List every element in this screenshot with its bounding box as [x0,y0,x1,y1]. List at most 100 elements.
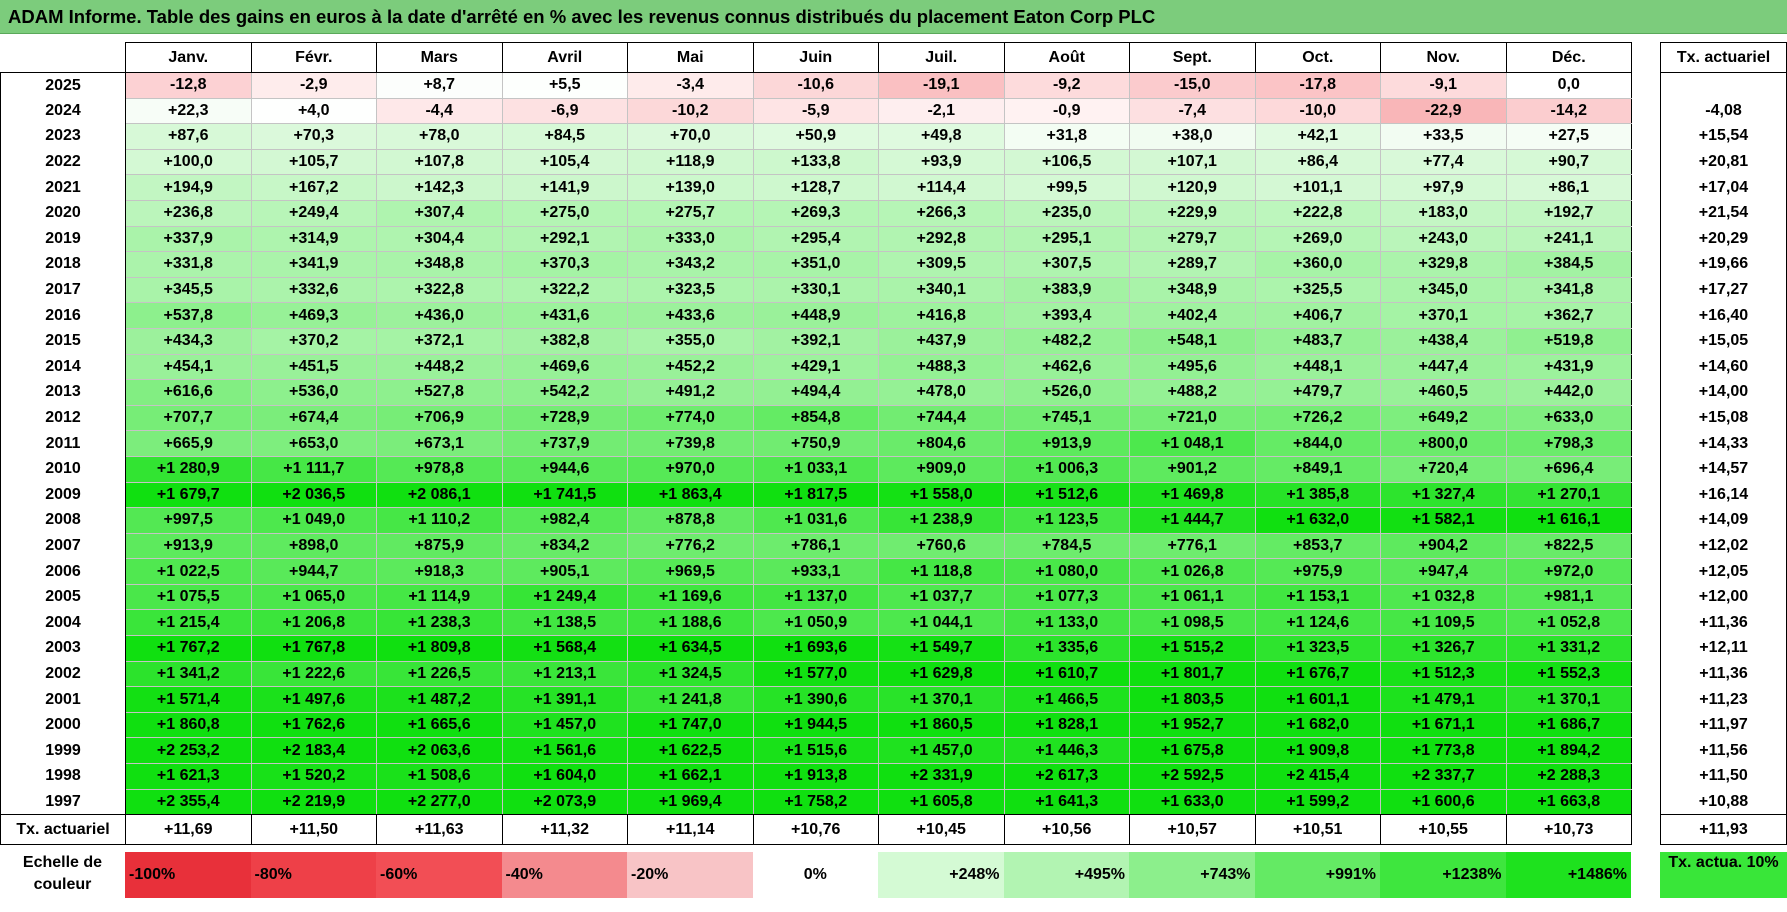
gain-cell: +1 629,8 [878,660,1005,688]
gain-cell: +1 634,5 [627,635,754,662]
gain-cell: +933,1 [752,558,879,585]
month-header: Mars [376,42,503,73]
gain-cell: +978,8 [376,455,503,483]
tx-actuariel-cell: +15,54 [1660,123,1787,150]
year-row: 2000 +1 860,8 +1 762,6 +1 665,6 +1 457,0 +1 7… [0,711,1632,739]
footer-label: Tx. actuariel [0,814,126,846]
gain-cell: -6,9 [501,97,628,125]
gain-cell: +241,1 [1505,225,1632,253]
gain-cell: -12,8 [125,72,252,99]
gain-cell: +1 238,9 [878,507,1005,534]
tx-actuariel-cell: +16,14 [1660,482,1787,508]
gain-cell: -19,1 [878,72,1005,99]
gain-cell: +653,0 [250,430,377,457]
footer-row: Tx. actuariel +11,69 +11,50 +11,63 +11,32 +11… [0,814,1632,846]
gain-cell: +2 036,5 [250,481,377,509]
gain-cell: +975,9 [1254,558,1381,585]
year-label: 1999 [0,737,126,764]
gain-cell: +1 801,7 [1129,660,1256,688]
gain-cell: +452,2 [627,353,754,381]
gain-cell: +351,0 [752,251,879,278]
gain-cell: +269,0 [1254,225,1381,253]
gain-cell: +393,4 [1003,302,1130,329]
gain-cell: +295,1 [1003,225,1130,253]
gain-cell: +1 686,7 [1505,711,1632,739]
gain-cell: +1 944,5 [752,711,879,739]
gain-cell: +382,8 [501,327,628,355]
gain-cell: +330,1 [752,276,879,304]
gain-cell: +77,4 [1380,148,1507,176]
tx-actuariel-cell: +14,00 [1660,379,1787,406]
gain-cell: +1 520,2 [250,763,377,790]
gain-cell: +1 111,7 [250,455,377,483]
year-label: 2018 [0,251,126,278]
gain-cell: -7,4 [1129,97,1256,125]
gain-cell: +1 860,8 [125,711,252,739]
gain-cell: +1 679,7 [125,481,252,509]
gain-cell: +918,3 [376,558,503,585]
gain-cell: +1 124,6 [1254,609,1381,637]
gain-cell: +944,6 [501,455,628,483]
gain-cell: +981,1 [1505,583,1632,611]
year-label: 2011 [0,430,126,457]
gain-cell: +1 138,5 [501,609,628,637]
tx-actuariel-cell: +10,88 [1660,789,1787,816]
gain-cell: +947,4 [1380,558,1507,585]
gain-cell: +822,5 [1505,532,1632,560]
gain-cell: +307,4 [376,199,503,227]
gain-cell: +784,5 [1003,532,1130,560]
gain-cell: +944,7 [250,558,377,585]
year-row: 2023 +87,6 +70,3 +78,0 +84,5 +70,0 +50,9 +49,8 +… [0,123,1632,150]
tx-actuariel-cell: +14,60 [1660,354,1787,380]
scale-swatch: -80% [250,852,376,898]
gain-cell: +1 913,8 [752,763,879,790]
footer-tx-cell: +10,51 [1254,814,1381,846]
gain-cell: +898,0 [250,532,377,560]
year-label: 2015 [0,328,126,355]
gain-cell: +2 288,3 [1505,763,1632,790]
year-row: 2006 +1 022,5 +944,7 +918,3 +905,1 +969,5 +933… [0,558,1632,585]
gain-cell: +1 044,1 [878,609,1005,637]
gain-cell: +1 206,8 [250,609,377,637]
year-row: 2018 +331,8 +341,9 +348,8 +370,3 +343,2 +351,0… [0,251,1632,278]
tx-actuariel-cell [1660,72,1787,99]
gain-cell: +33,5 [1380,123,1507,150]
gain-cell: +1 773,8 [1380,737,1507,765]
footer-tx-cell: +11,50 [250,814,377,846]
gain-cell: +469,6 [501,353,628,381]
gain-cell: +1 747,0 [627,711,754,739]
gain-cell: +1 515,2 [1129,635,1256,662]
gain-cell: +739,8 [627,430,754,457]
year-row: 2015 +434,3 +370,2 +372,1 +382,8 +355,0 +392,1… [0,327,1632,355]
scale-swatch: -60% [376,852,502,898]
gain-cell: +348,9 [1129,276,1256,304]
gain-cell: +1 446,3 [1003,737,1130,765]
gain-cell: +101,1 [1254,174,1381,201]
gain-cell: +128,7 [752,174,879,201]
gain-cell: +370,3 [501,251,628,278]
color-scale-label: Echelle de couleur [22,854,103,893]
year-label: 2009 [0,482,126,508]
scale-swatch: +495% [1003,852,1129,898]
tx-actuariel-cell: +11,56 [1660,737,1787,764]
gain-cell: +849,1 [1254,455,1381,483]
gain-cell: +304,4 [376,225,503,253]
gain-cell: +721,0 [1129,404,1256,432]
tx-actuariel-cell: +16,40 [1660,302,1787,329]
tx-actuariel-cell: +12,11 [1660,635,1787,662]
gain-cell: +406,7 [1254,302,1381,329]
gain-cell: +222,8 [1254,199,1381,227]
gain-cell: +1 682,0 [1254,711,1381,739]
gain-cell: -10,0 [1254,97,1381,125]
gain-cell: +1 632,0 [1254,507,1381,534]
footer-tx-cell: +11,32 [501,814,628,846]
gain-cell: +229,9 [1129,199,1256,227]
year-label: 2003 [0,635,126,662]
gain-cell: +1 049,0 [250,507,377,534]
gain-cell: +183,0 [1380,199,1507,227]
gain-cell: +323,5 [627,276,754,304]
gain-cell: +269,3 [752,199,879,227]
year-label: 2002 [0,661,126,687]
gain-cell: +1 552,3 [1505,660,1632,688]
tx-actuariel-table: Tx. actuariel -4,08 +15,54 +20,81 +17,04 +21… [1660,42,1787,846]
